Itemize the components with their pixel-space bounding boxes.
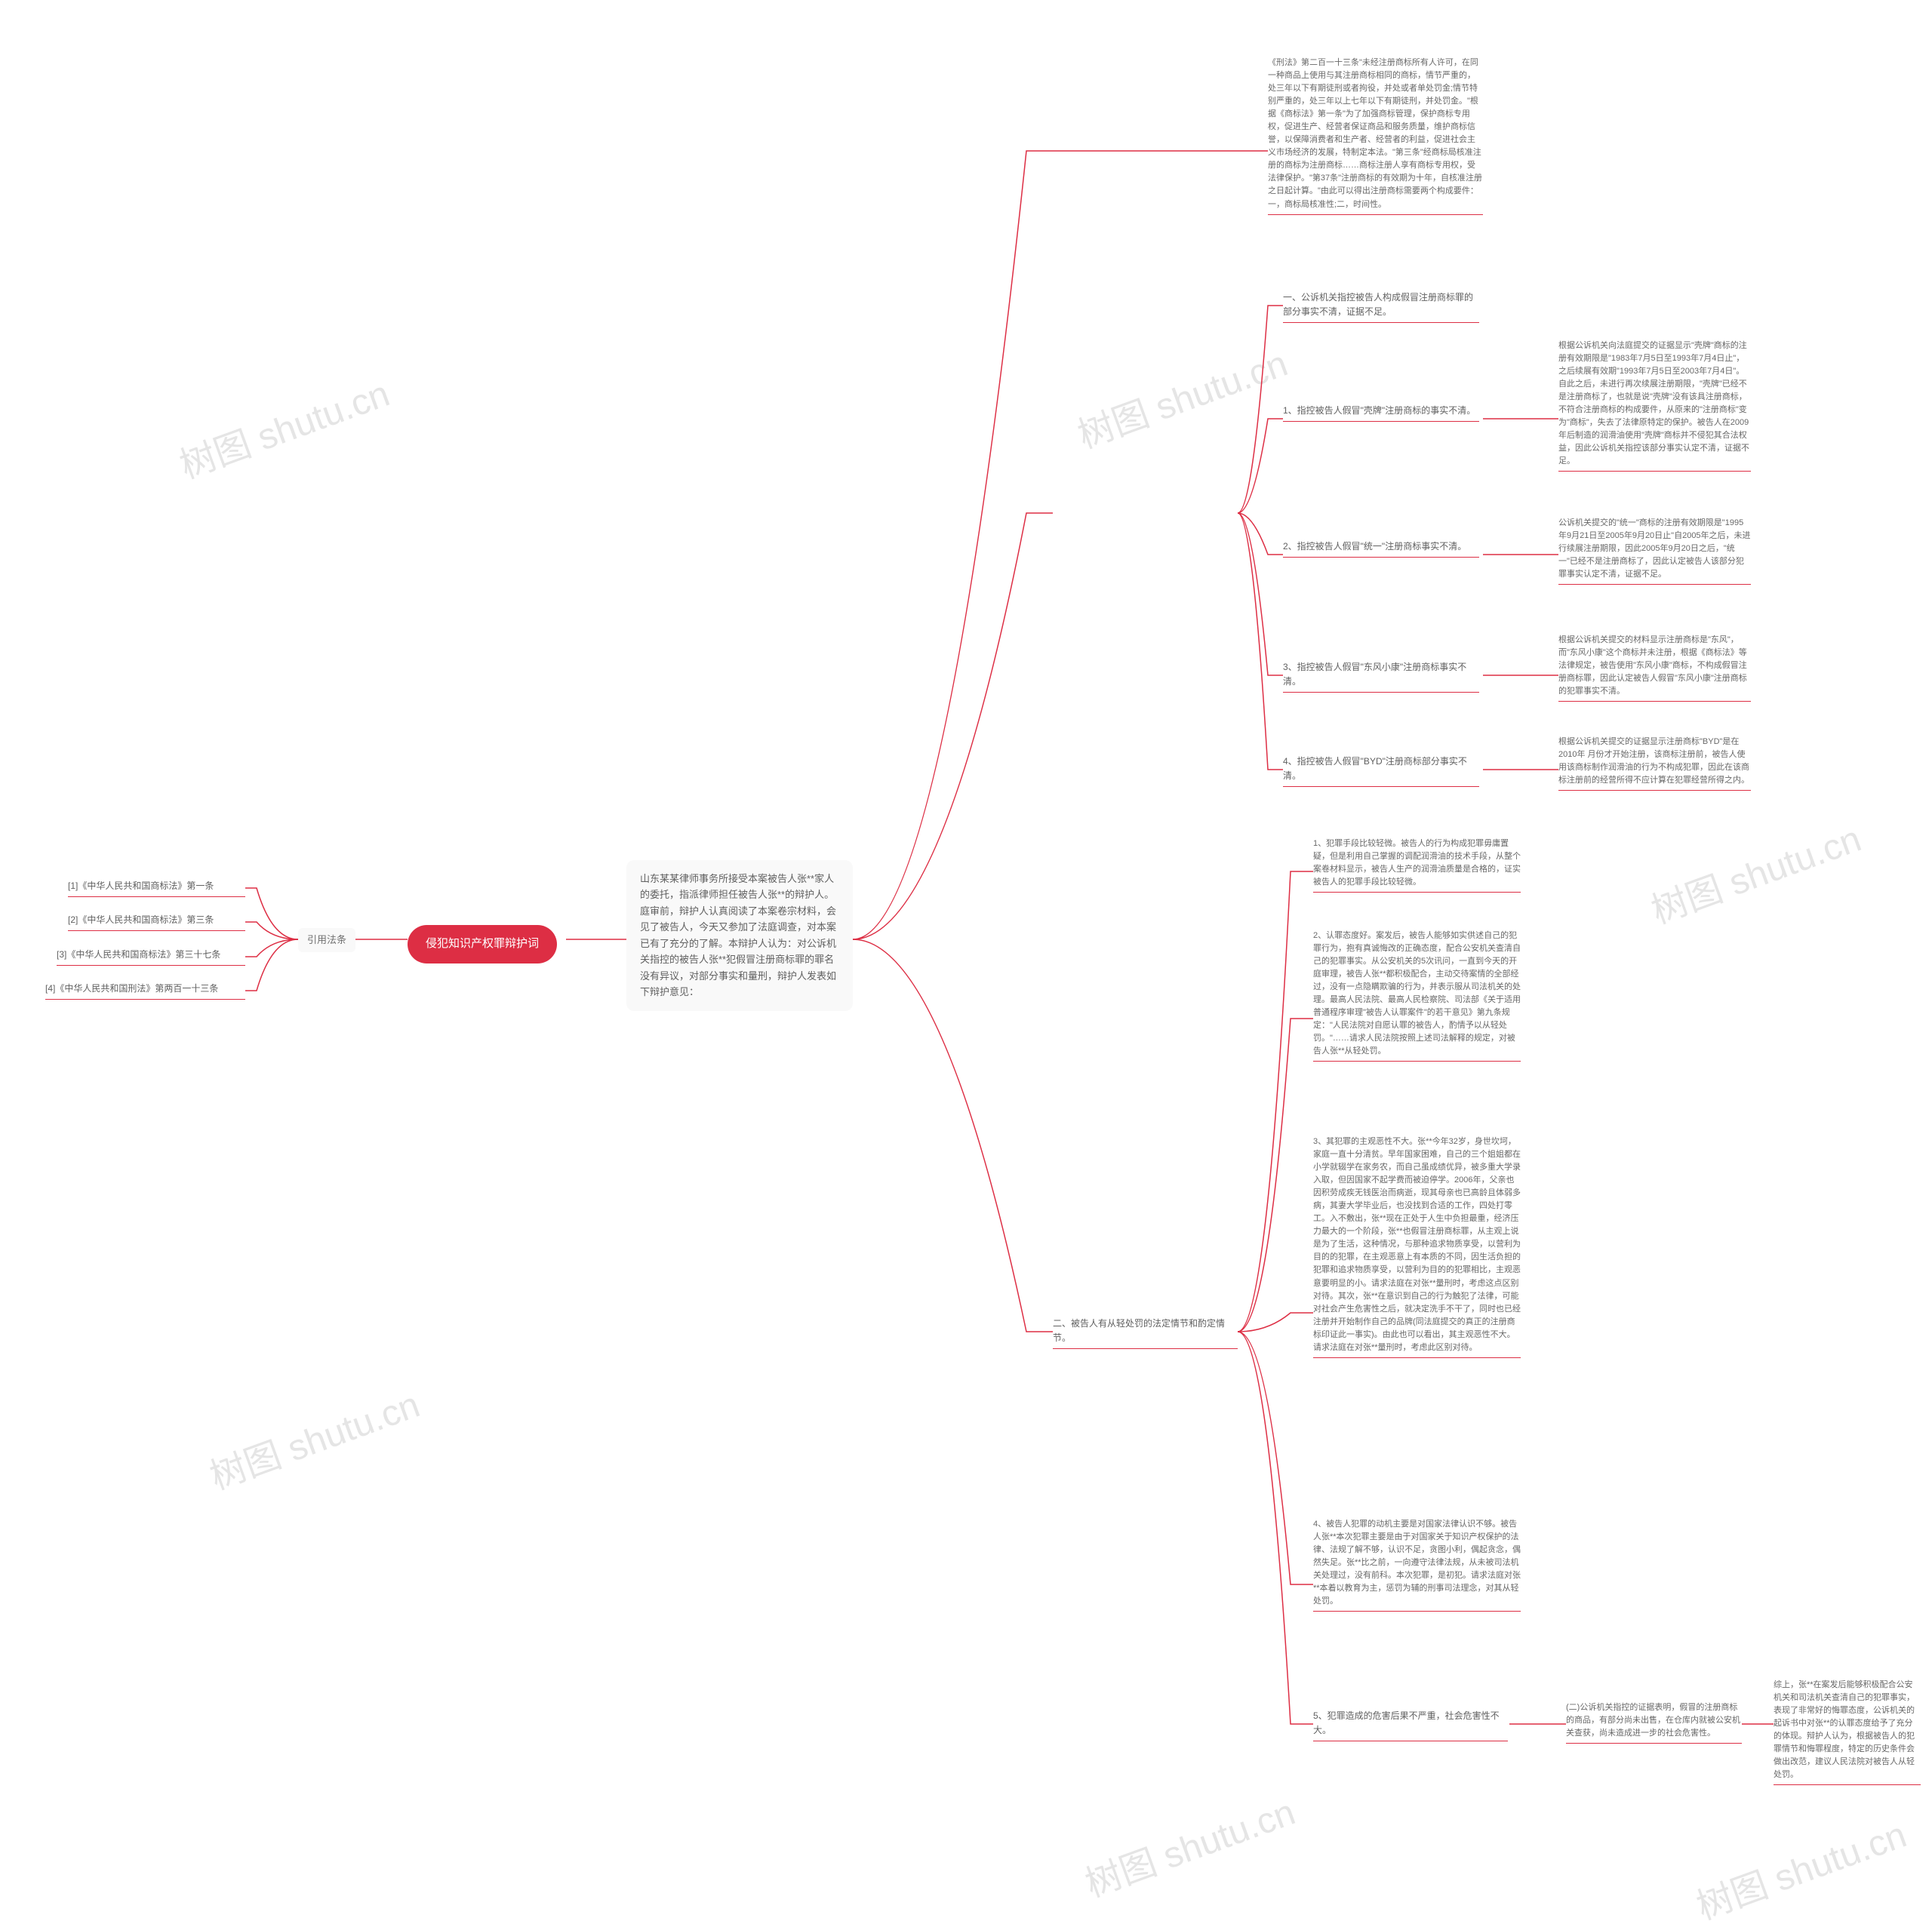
watermark: 树图 shutu.cn (1688, 1805, 1912, 1929)
section1-item-4-detail: 根据公诉机关提交的证据显示注册商标"BYD"是在2010年 月份才开始注册，该商… (1558, 736, 1751, 791)
section1-item-1-label: 1、指控被告人假冒"壳牌"注册商标的事实不清。 (1283, 404, 1479, 422)
watermark: 树图 shutu.cn (1069, 333, 1294, 458)
main-right-topic[interactable]: 山东某某律师事务所接受本案被告人张**家人的委托，指派律师担任被告人张**的辩护… (626, 860, 853, 1011)
section1-item-2-detail: 公诉机关提交的"统一"商标的注册有效期限是"1995年9月21日至2005年9月… (1558, 517, 1751, 585)
section1-item-4-label: 4、指控被告人假冒"BYD"注册商标部分事实不清。 (1283, 754, 1479, 787)
section2-item-3: 3、其犯罪的主观恶性不大。张**今年32岁，身世坎坷，家庭一直十分清贫。早年国家… (1313, 1136, 1521, 1358)
central-topic[interactable]: 侵犯知识产权罪辩护词 (408, 925, 557, 963)
citation-item-4: [4]《中华人民共和国刑法》第两百一十三条 (45, 982, 245, 1000)
section2-item-2: 2、认罪态度好。案发后，被告人能够如实供述自己的犯罪行为，抱有真诚悔改的正确态度… (1313, 930, 1521, 1062)
watermark: 树图 shutu.cn (202, 1375, 426, 1499)
section2-title: 二、被告人有从轻处罚的法定情节和酌定情节。 (1053, 1317, 1238, 1349)
citation-item-1: [1]《中华人民共和国商标法》第一条 (68, 879, 245, 897)
conclusion: 综上，张**在案发后能够积极配合公安机关和司法机关查清自己的犯罪事实，表现了非常… (1774, 1679, 1921, 1785)
section1-item-1-detail: 根据公诉机关向法庭提交的证据显示"壳牌"商标的注册有效期限是"1983年7月5日… (1558, 340, 1751, 472)
left-branch-label[interactable]: 引用法条 (298, 928, 355, 952)
section1-item-3-detail: 根据公诉机关提交的材料显示注册商标是"东风"，而"东风小康"这个商标并未注册，根… (1558, 634, 1751, 702)
section2-item-1: 1、犯罪手段比较轻微。被告人的行为构成犯罪毋庸置疑，但是利用自己掌握的调配润滑油… (1313, 837, 1521, 893)
watermark: 树图 shutu.cn (1643, 809, 1867, 933)
top-law-citation: 《刑法》第二百一十三条"未经注册商标所有人许可，在同一种商品上使用与其注册商标相… (1268, 57, 1483, 215)
section1-title: 一、公诉机关指控被告人构成假冒注册商标罪的部分事实不清，证据不足。 (1283, 290, 1479, 323)
section2-sub5-detail: (二)公诉机关指控的证据表明，假冒的注册商标的商品，有部分尚未出售，在仓库内就被… (1566, 1701, 1742, 1744)
section1-branch-anchor (1053, 498, 1238, 501)
watermark: 树图 shutu.cn (171, 364, 395, 488)
citation-item-3: [3]《中华人民共和国商标法》第三十七条 (57, 948, 245, 966)
watermark: 树图 shutu.cn (1077, 1782, 1301, 1907)
section2-item-4: 4、被告人犯罪的动机主要是对国家法律认识不够。被告人张**本次犯罪主要是由于对国… (1313, 1518, 1521, 1612)
section1-item-3-label: 3、指控被告人假冒"东风小康"注册商标事实不清。 (1283, 660, 1479, 693)
connection-lines (0, 0, 1932, 1906)
citation-item-2: [2]《中华人民共和国商标法》第三条 (68, 913, 245, 931)
section1-item-2-label: 2、指控被告人假冒"统一"注册商标事实不清。 (1283, 539, 1479, 558)
mindmap-container: 树图 shutu.cn 树图 shutu.cn 树图 shutu.cn 树图 s… (0, 0, 1932, 1906)
section2-item-5: 5、犯罪造成的危害后果不严重，社会危害性不大。 (1313, 1709, 1508, 1741)
